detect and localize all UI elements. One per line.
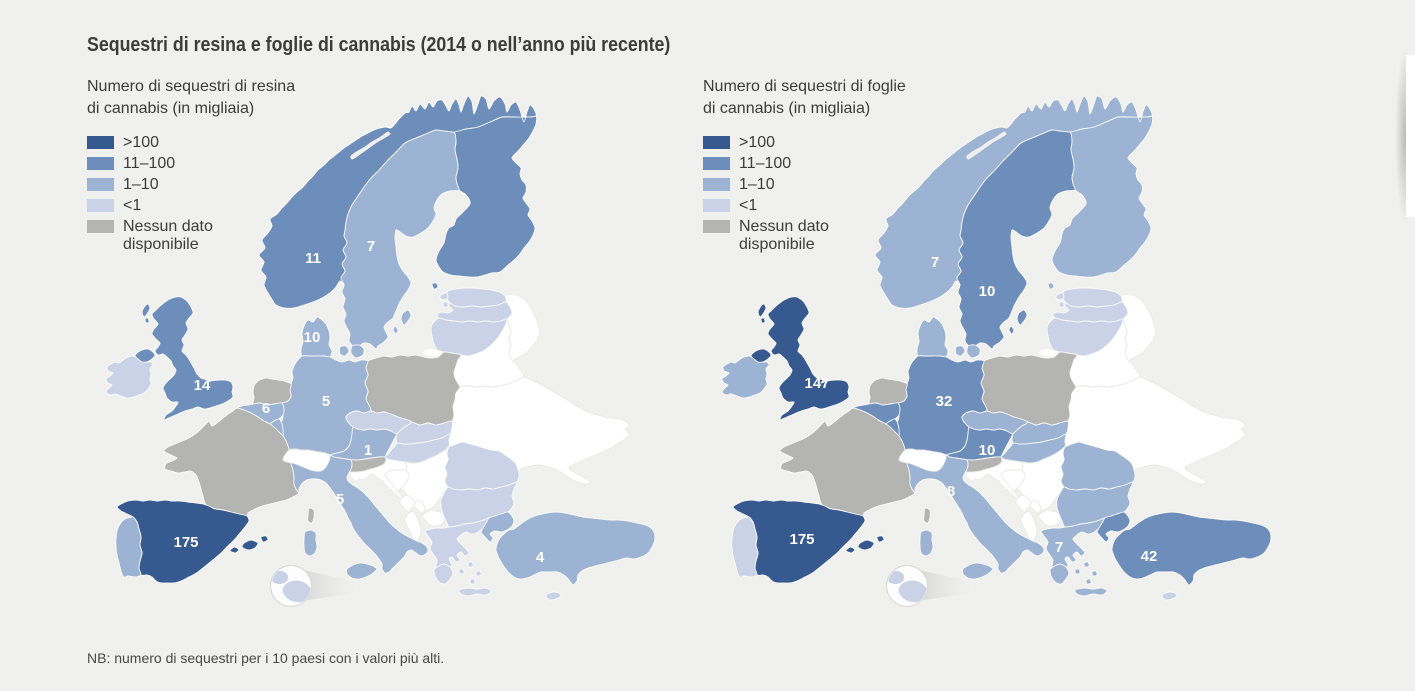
svg-text:7: 7 [1055,539,1063,556]
svg-text:147: 147 [804,375,829,392]
svg-text:11: 11 [305,250,321,267]
svg-text:175: 175 [789,531,814,548]
svg-text:14: 14 [194,377,211,394]
svg-text:32: 32 [936,393,953,410]
svg-text:10: 10 [304,329,321,346]
svg-text:10: 10 [979,442,996,459]
svg-text:5: 5 [336,491,344,508]
svg-text:4: 4 [536,549,545,566]
svg-text:5: 5 [322,393,330,410]
svg-text:8: 8 [947,483,955,500]
svg-text:7: 7 [931,254,939,271]
svg-text:6: 6 [262,400,270,417]
svg-text:42: 42 [1141,548,1158,565]
svg-text:7: 7 [367,238,375,255]
svg-text:10: 10 [979,283,996,300]
svg-text:1: 1 [364,442,372,459]
svg-text:175: 175 [173,534,198,551]
